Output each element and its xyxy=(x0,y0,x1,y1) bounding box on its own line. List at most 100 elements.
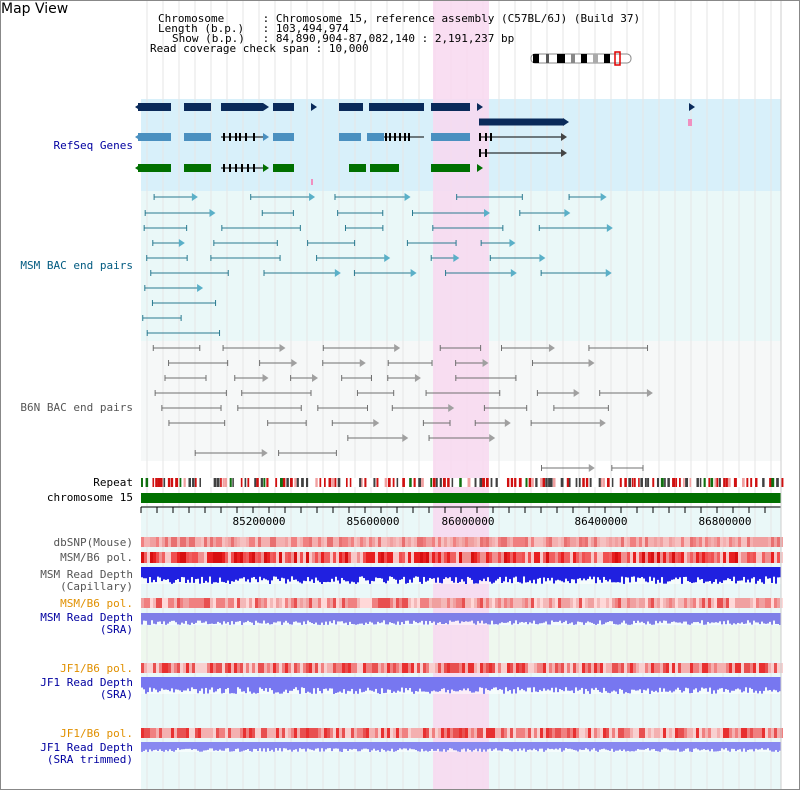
repeat-element xyxy=(305,478,309,487)
ruler-tick-label: 86000000 xyxy=(442,515,495,528)
track-label-msm-b6-pol-2[interactable]: MSM/B6 pol. xyxy=(60,597,133,610)
heat-cell xyxy=(774,728,777,738)
depth-bar xyxy=(305,613,307,625)
track-label-msm-depth-cap-2[interactable]: (Capillary) xyxy=(60,580,133,593)
track-label-chromosome[interactable]: chromosome 15 xyxy=(46,491,133,504)
heat-cell xyxy=(300,728,303,738)
depth-bar xyxy=(627,742,629,751)
depth-bar xyxy=(735,677,737,690)
heat-cell xyxy=(216,663,219,673)
heat-cell xyxy=(561,537,564,547)
repeat-element xyxy=(280,478,283,487)
track-label-repeat[interactable]: Repeat xyxy=(93,476,133,489)
heat-cell xyxy=(399,663,402,673)
repeat-element xyxy=(157,478,161,487)
depth-bar xyxy=(371,677,373,691)
heat-cell xyxy=(714,537,717,547)
depth-bar xyxy=(395,613,397,625)
heat-cell xyxy=(402,663,405,673)
track-label-msm-depth-cap-1[interactable]: MSM Read Depth xyxy=(40,568,133,581)
track-label-jf1-depth-sra-1[interactable]: JF1 Read Depth xyxy=(40,676,133,689)
heat-cell xyxy=(582,728,585,738)
heat-cell xyxy=(519,598,522,608)
heat-cell xyxy=(348,728,351,738)
depth-bar xyxy=(205,742,207,751)
repeat-element xyxy=(254,478,257,487)
track-label-b6n-bac[interactable]: B6N BAC end pairs xyxy=(20,401,133,414)
heat-cell xyxy=(666,552,669,563)
track-label-msm-depth-sra-1[interactable]: MSM Read Depth xyxy=(40,611,133,624)
heat-cell xyxy=(432,663,435,673)
depth-bar xyxy=(569,567,571,584)
heat-cell xyxy=(363,537,366,547)
depth-bar xyxy=(435,742,437,751)
heat-cell xyxy=(513,552,516,563)
track-label-jf1-depth-trim-1[interactable]: JF1 Read Depth xyxy=(40,741,133,754)
depth-bar xyxy=(287,567,289,580)
heat-cell xyxy=(528,552,531,563)
depth-bar xyxy=(297,742,299,752)
track-label-msm-bac[interactable]: MSM BAC end pairs xyxy=(20,259,133,272)
depth-bar xyxy=(639,742,641,750)
heat-cell xyxy=(552,598,555,608)
heat-cell xyxy=(711,598,714,608)
track-label-dbsnp[interactable]: dbSNP(Mouse) xyxy=(53,536,133,549)
depth-bar xyxy=(559,567,561,581)
heat-cell xyxy=(297,552,300,563)
heat-cell xyxy=(426,552,429,563)
depth-bar xyxy=(397,742,399,751)
heat-cell xyxy=(729,728,732,738)
depth-bar xyxy=(691,742,693,752)
depth-bar xyxy=(715,677,717,694)
heat-cell xyxy=(288,728,291,738)
depth-bar xyxy=(191,567,193,578)
track-label-refseq[interactable]: RefSeq Genes xyxy=(53,139,133,152)
track-label-msm-depth-sra-2[interactable]: (SRA) xyxy=(99,623,133,636)
gene-marker xyxy=(311,179,313,185)
heat-cell xyxy=(549,728,552,738)
heat-cell xyxy=(408,598,411,608)
depth-bar xyxy=(293,613,295,622)
depth-bar xyxy=(333,742,335,749)
depth-bar xyxy=(359,677,361,689)
heat-cell xyxy=(426,728,429,738)
heat-cell xyxy=(753,728,756,738)
depth-bar xyxy=(273,677,275,694)
depth-bar xyxy=(681,677,683,693)
depth-bar xyxy=(401,567,403,580)
depth-bar xyxy=(285,677,287,690)
track-label-jf1-depth-trim-2[interactable]: (SRA trimmed) xyxy=(46,753,133,766)
heat-cell xyxy=(732,728,735,738)
coverage-label: Read coverage check span xyxy=(150,42,309,55)
depth-bar xyxy=(401,677,403,688)
depth-bar xyxy=(157,742,159,751)
depth-bar xyxy=(255,742,257,749)
repeat-element xyxy=(518,478,522,487)
depth-bar xyxy=(403,742,405,749)
heat-cell xyxy=(249,728,252,738)
heat-cell xyxy=(660,552,663,563)
depth-bar xyxy=(553,677,555,693)
depth-bar xyxy=(363,567,365,579)
heat-cell xyxy=(489,598,492,608)
track-label-jf1-depth-sra-2[interactable]: (SRA) xyxy=(99,688,133,701)
heat-cell xyxy=(330,728,333,738)
track-label-jf1-b6-pol-2[interactable]: JF1/B6 pol. xyxy=(60,727,133,740)
repeat-element xyxy=(409,478,412,487)
repeat-element xyxy=(402,478,405,487)
depth-bar xyxy=(729,677,731,693)
depth-bar xyxy=(561,742,563,752)
depth-bar xyxy=(427,613,429,625)
repeat-element xyxy=(689,478,692,487)
depth-bar xyxy=(333,613,335,621)
depth-bar xyxy=(277,567,279,580)
heat-cell xyxy=(558,598,561,608)
depth-bar xyxy=(367,613,369,624)
heat-cell xyxy=(492,598,495,608)
track-label-msm-b6-pol-1[interactable]: MSM/B6 pol. xyxy=(60,551,133,564)
heat-cell xyxy=(444,663,447,673)
depth-bar xyxy=(721,567,723,583)
heat-cell xyxy=(645,537,648,547)
track-label-jf1-b6-pol-1[interactable]: JF1/B6 pol. xyxy=(60,662,133,675)
